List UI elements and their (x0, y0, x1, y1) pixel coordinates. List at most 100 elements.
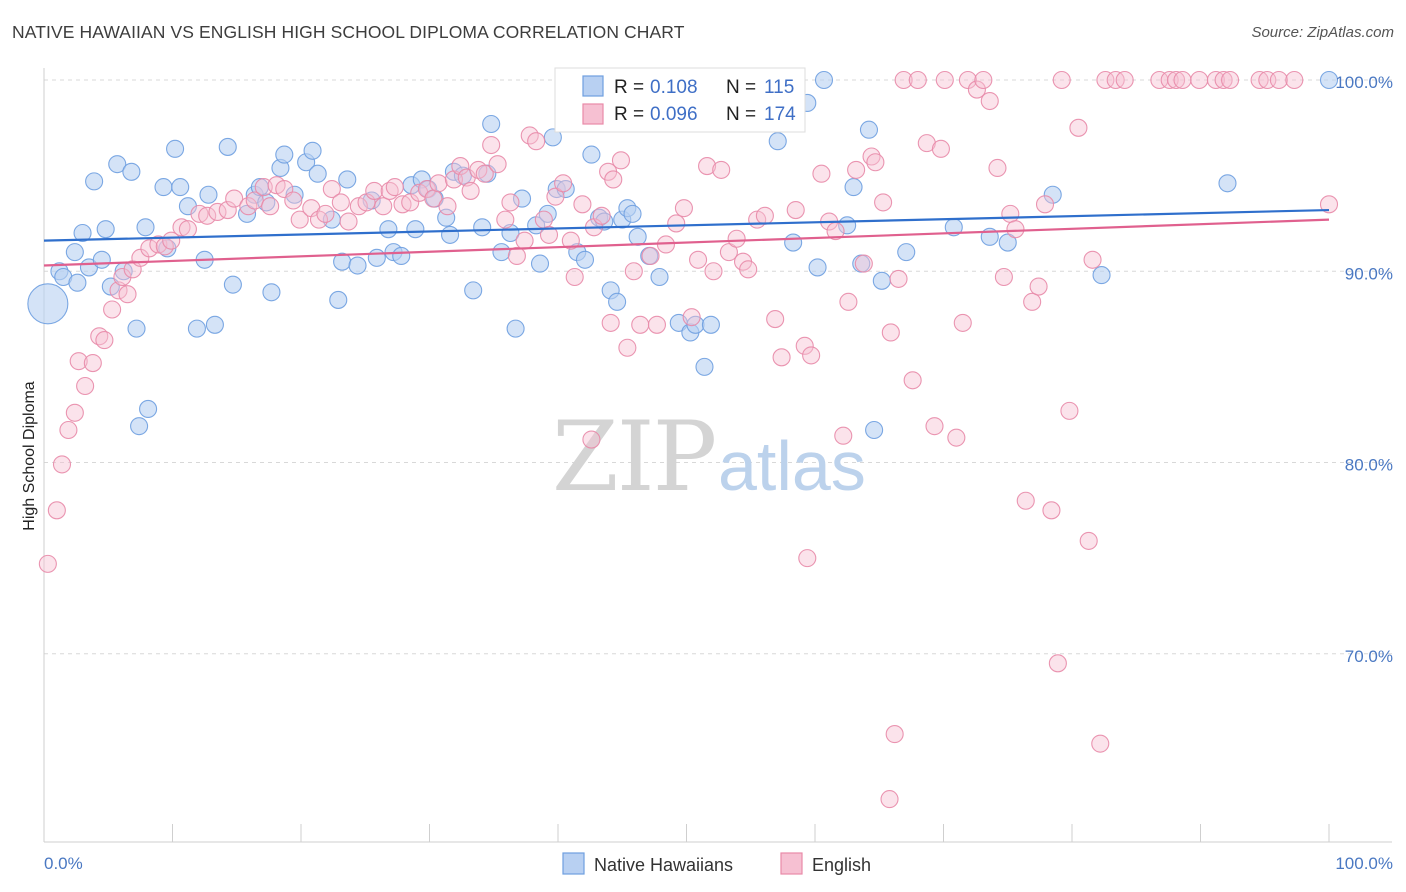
english-point (1060, 401, 1079, 420)
english-point (339, 212, 358, 231)
native-hawaiians-point (441, 225, 460, 244)
native-hawaiians-point (512, 189, 532, 208)
legend-swatch-pink (582, 103, 604, 125)
english-point (561, 231, 580, 250)
native-hawaiians-point (262, 283, 281, 302)
english-point (839, 292, 858, 311)
native-hawaiians-point (582, 145, 601, 164)
native-hawaiians-point (1218, 174, 1237, 193)
english-point (103, 300, 122, 319)
english-point (885, 725, 904, 744)
english-point (461, 181, 480, 200)
legend-r-value-pink: 0.096 (650, 104, 698, 125)
english-point (451, 157, 470, 176)
english-point (59, 420, 78, 440)
english-point (534, 210, 553, 229)
english-point (1167, 70, 1186, 90)
english-point (482, 135, 501, 155)
english-point (894, 70, 913, 90)
y-tick-label: 100.0% (1335, 73, 1393, 92)
english-point (1001, 204, 1020, 223)
axes (43, 68, 1392, 843)
english-point (331, 193, 350, 212)
native-hawaiians-point (865, 420, 884, 440)
native-hawaiians-point (768, 132, 787, 151)
english-point (772, 348, 791, 367)
native-hawaiians-point (338, 170, 357, 189)
bottom-legend-swatch-english (780, 852, 803, 875)
english-point (795, 336, 814, 355)
english-point (573, 195, 592, 214)
native-hawaiians-point (897, 243, 916, 262)
english-point (1214, 70, 1233, 90)
native-hawaiians-point (608, 292, 627, 311)
english-point (604, 170, 623, 189)
native-hawaiians-point (844, 178, 863, 197)
english-point (631, 315, 650, 334)
english-point (1096, 70, 1115, 90)
native-hawaiians-point (275, 145, 294, 164)
english-point (727, 229, 746, 248)
english-point (417, 179, 436, 199)
english-point (69, 352, 88, 371)
english-point (624, 262, 643, 281)
english-points (38, 70, 1339, 809)
english-point (1190, 70, 1209, 90)
english-point (316, 204, 335, 223)
chart-title: NATIVE HAWAIIAN VS ENGLISH HIGH SCHOOL D… (12, 22, 685, 42)
english-point (881, 323, 900, 342)
native-hawaiians-point (166, 139, 185, 158)
legend-n-label-pink: N = (726, 104, 756, 125)
english-point (501, 193, 520, 212)
english-point (1052, 70, 1071, 90)
native-hawaiians-point (199, 185, 218, 204)
native-hawaiians-point (506, 319, 525, 338)
english-point (438, 197, 457, 216)
native-hawaiians-point (139, 399, 158, 419)
legend-n-value-pink: 174 (764, 104, 796, 125)
native-hawaiians-points (27, 70, 1339, 440)
english-point (113, 267, 132, 287)
english-point (935, 70, 954, 90)
native-hawaiians-point (303, 141, 322, 160)
english-point (786, 201, 805, 220)
english-point (38, 554, 57, 573)
english-point (953, 313, 972, 332)
english-point (739, 260, 758, 279)
english-point (554, 174, 573, 193)
watermark-atlas: atlas (718, 427, 866, 505)
english-trend-line (43, 218, 1330, 267)
english-point (52, 455, 72, 474)
native-hawaiians-point (65, 243, 84, 262)
english-point (1023, 292, 1042, 311)
english-point (1115, 70, 1134, 90)
english-point (515, 231, 534, 250)
native-hawaiians-point (859, 120, 879, 139)
english-point (689, 250, 708, 269)
native-hawaiians-point (348, 256, 367, 275)
english-point (322, 179, 341, 199)
english-point (641, 246, 660, 265)
english-point (290, 210, 309, 229)
native-hawaiians-point (623, 204, 642, 223)
native-hawaiians-point (1319, 70, 1339, 90)
english-point (866, 153, 885, 172)
native-hawaiians-point (406, 220, 425, 239)
english-point (712, 160, 731, 179)
native-hawaiians-point (482, 114, 501, 134)
y-tick-labels: 70.0% 80.0% 90.0% 100.0% (1335, 73, 1393, 666)
english-point (374, 197, 393, 216)
english-point (1042, 501, 1061, 520)
native-hawaiians-point (205, 315, 224, 334)
english-point (889, 269, 908, 288)
english-point (118, 285, 137, 304)
english-point (618, 338, 637, 357)
native-hawaiians-point (136, 218, 155, 237)
english-point (140, 239, 159, 258)
english-point (1221, 70, 1240, 90)
english-point (967, 80, 986, 99)
native-hawaiians-point (223, 275, 242, 294)
english-point (1069, 118, 1088, 137)
native-hawaiians-point (575, 250, 595, 269)
